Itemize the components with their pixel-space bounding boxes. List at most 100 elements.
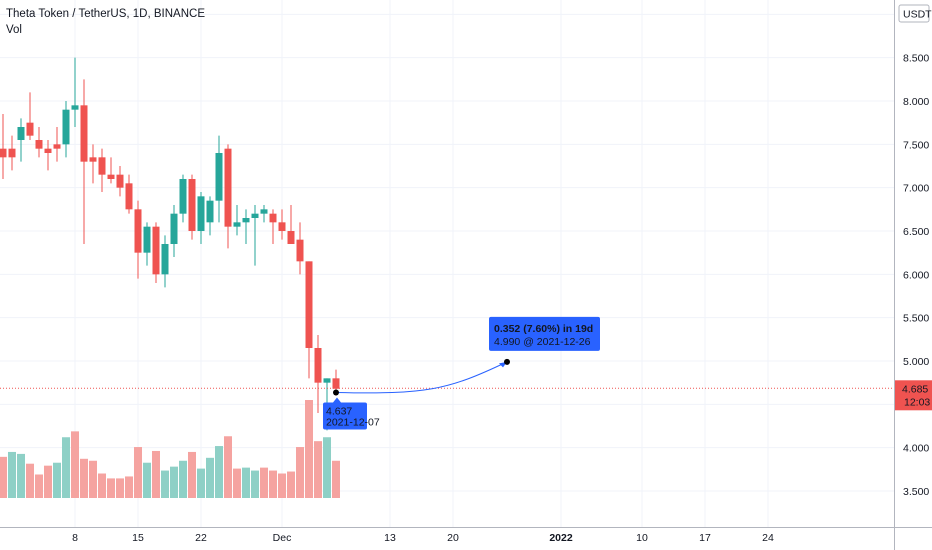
currency-badge[interactable] [898, 4, 930, 23]
price-tick-label: 8.500 [903, 53, 929, 65]
price-tick-label: 7.000 [903, 183, 929, 195]
time-tick-label: 8 [72, 532, 78, 544]
volume-indicator-label[interactable]: Vol [6, 24, 22, 36]
volume-bar [332, 460, 340, 498]
candle-body[interactable] [269, 213, 277, 223]
price-tick-label: 8.000 [903, 96, 929, 108]
volume-bar [251, 470, 259, 498]
candle-body[interactable] [98, 157, 106, 175]
volume-bar [224, 436, 232, 498]
price-tick-label: 5.000 [903, 356, 929, 368]
candle-body[interactable] [53, 144, 61, 149]
candle-body[interactable] [44, 148, 52, 153]
volume-bar [188, 451, 196, 498]
volume-bar [197, 468, 205, 498]
candle-body[interactable] [296, 239, 304, 262]
price-tick-label: 6.000 [903, 269, 929, 281]
candle-body[interactable] [8, 148, 16, 158]
candle-body[interactable] [107, 174, 115, 179]
price-tick-label: 6.500 [903, 226, 929, 238]
volume-bar [44, 465, 52, 498]
volume-bar [8, 451, 16, 498]
candle-body[interactable] [179, 179, 187, 214]
volume-bar [17, 453, 25, 498]
candle-body[interactable] [170, 213, 178, 244]
projection-target-label: 4.990 @ 2021-12-26 [494, 336, 591, 348]
projection-start-point[interactable] [333, 389, 339, 396]
volume-bar [89, 460, 97, 498]
volume-bar [80, 458, 88, 498]
projection-end-label-box [489, 316, 600, 351]
volume-bar [98, 473, 106, 498]
candle-body[interactable] [323, 378, 331, 383]
volume-bar [215, 446, 223, 498]
candle-body[interactable] [251, 213, 259, 218]
candle-body[interactable] [287, 231, 295, 244]
volume-bar [134, 447, 142, 498]
candle-body[interactable] [62, 109, 70, 145]
projection-end-point[interactable] [504, 358, 510, 365]
candle-body[interactable] [260, 209, 268, 214]
candle-body[interactable] [278, 222, 286, 231]
volume-bar [305, 400, 313, 498]
candle-body[interactable] [305, 261, 313, 348]
volume-bar [314, 441, 322, 498]
volume-bar [269, 470, 277, 498]
projection-start-label-pointer [333, 397, 341, 403]
volume-bar [143, 462, 151, 498]
candle-body[interactable] [224, 148, 232, 227]
projection-start-label-box [323, 402, 367, 430]
volume-bar [260, 467, 268, 498]
time-tick-label: 13 [384, 532, 396, 544]
candle-body[interactable] [242, 218, 250, 223]
volume-bar [287, 471, 295, 498]
candle-body[interactable] [116, 174, 124, 188]
volume-bar [170, 466, 178, 498]
candle-body[interactable] [26, 122, 34, 136]
candle-body[interactable] [143, 226, 151, 253]
candle-body[interactable] [17, 127, 25, 140]
candle-body[interactable] [0, 148, 7, 158]
candle-body[interactable] [314, 348, 322, 383]
time-tick-label: 24 [762, 532, 774, 544]
volume-bar [179, 460, 187, 498]
volume-bar [71, 431, 79, 498]
candle-body[interactable] [89, 157, 97, 162]
projection-change-label: 0.352 (7.60%) in 19d [494, 323, 593, 335]
candle-body[interactable] [71, 105, 79, 110]
candle-body[interactable] [161, 244, 169, 275]
projection-line[interactable] [335, 361, 508, 394]
time-tick-label: 22 [195, 532, 207, 544]
time-tick-label: Dec [273, 532, 292, 544]
candle-body[interactable] [188, 179, 196, 231]
volume-bar [116, 478, 124, 498]
volume-bar [107, 478, 115, 498]
volume-bar [233, 468, 241, 498]
volume-bar [161, 470, 169, 498]
candle-body[interactable] [80, 105, 88, 162]
candle-body[interactable] [125, 183, 133, 210]
candle-body[interactable] [233, 222, 241, 227]
price-tick-label: 3.500 [903, 486, 929, 498]
candle-body[interactable] [35, 140, 43, 149]
current-price-marker [895, 380, 932, 411]
time-tick-label: 20 [447, 532, 459, 544]
candle-body[interactable] [197, 196, 205, 231]
volume-bar [0, 456, 7, 498]
price-tick-label: 7.500 [903, 139, 929, 151]
candle-body[interactable] [152, 226, 160, 275]
volume-bar [323, 437, 331, 498]
symbol-title[interactable]: Theta Token / TetherUS, 1D, BINANCE [6, 8, 205, 20]
volume-bar [62, 437, 70, 498]
candle-body[interactable] [332, 378, 340, 389]
candle-body[interactable] [215, 153, 223, 201]
volume-bar [53, 462, 61, 498]
chart-header: Theta Token / TetherUS, 1D, BINANCE Vol [6, 6, 205, 38]
volume-bar [152, 450, 160, 498]
price-tick-label: 4.000 [903, 443, 929, 455]
candle-body[interactable] [134, 209, 142, 253]
price-axis[interactable] [895, 0, 932, 527]
candle-body[interactable] [206, 200, 214, 223]
time-tick-label: 10 [636, 532, 648, 544]
